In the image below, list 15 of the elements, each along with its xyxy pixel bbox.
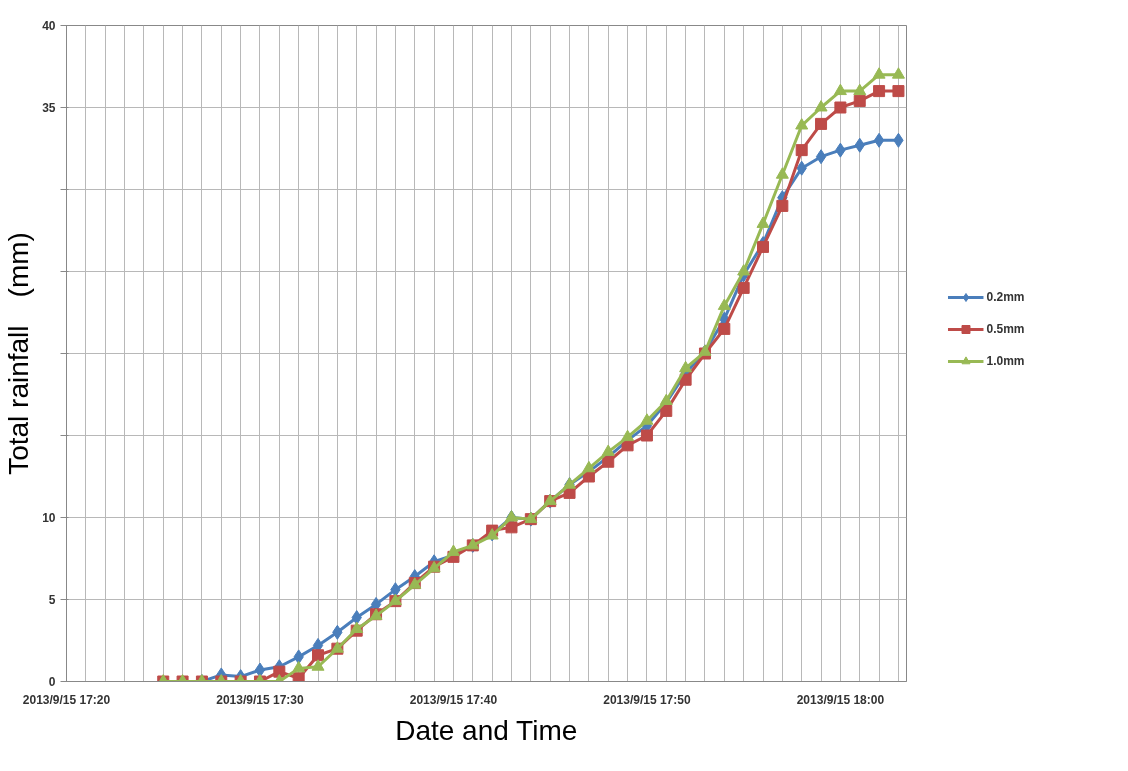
y-axis-title: Total rainfall (mm)	[3, 232, 35, 475]
y-tick-label: 10	[42, 511, 56, 525]
legend-label: 0.2mm	[986, 290, 1025, 304]
legend-label: 1.0mm	[986, 354, 1025, 368]
x-tick-label: 2013/9/15 17:50	[603, 692, 691, 707]
legend-label: 0.5mm	[986, 322, 1025, 336]
y-tick-label: 40	[42, 19, 56, 33]
x-tick-label: 2013/9/15 17:20	[22, 692, 111, 707]
x-tick-label: 2013/9/15 18:00	[796, 692, 885, 707]
y-tick-label: 0	[48, 675, 56, 689]
y-tick-label: 5	[48, 593, 56, 607]
x-tick-label: 2013/9/15 17:40	[409, 692, 498, 707]
x-tick-label: 2013/9/15 17:30	[216, 692, 305, 707]
x-axis-title: Date and Time	[395, 714, 578, 746]
y-tick-label: 35	[42, 101, 56, 115]
